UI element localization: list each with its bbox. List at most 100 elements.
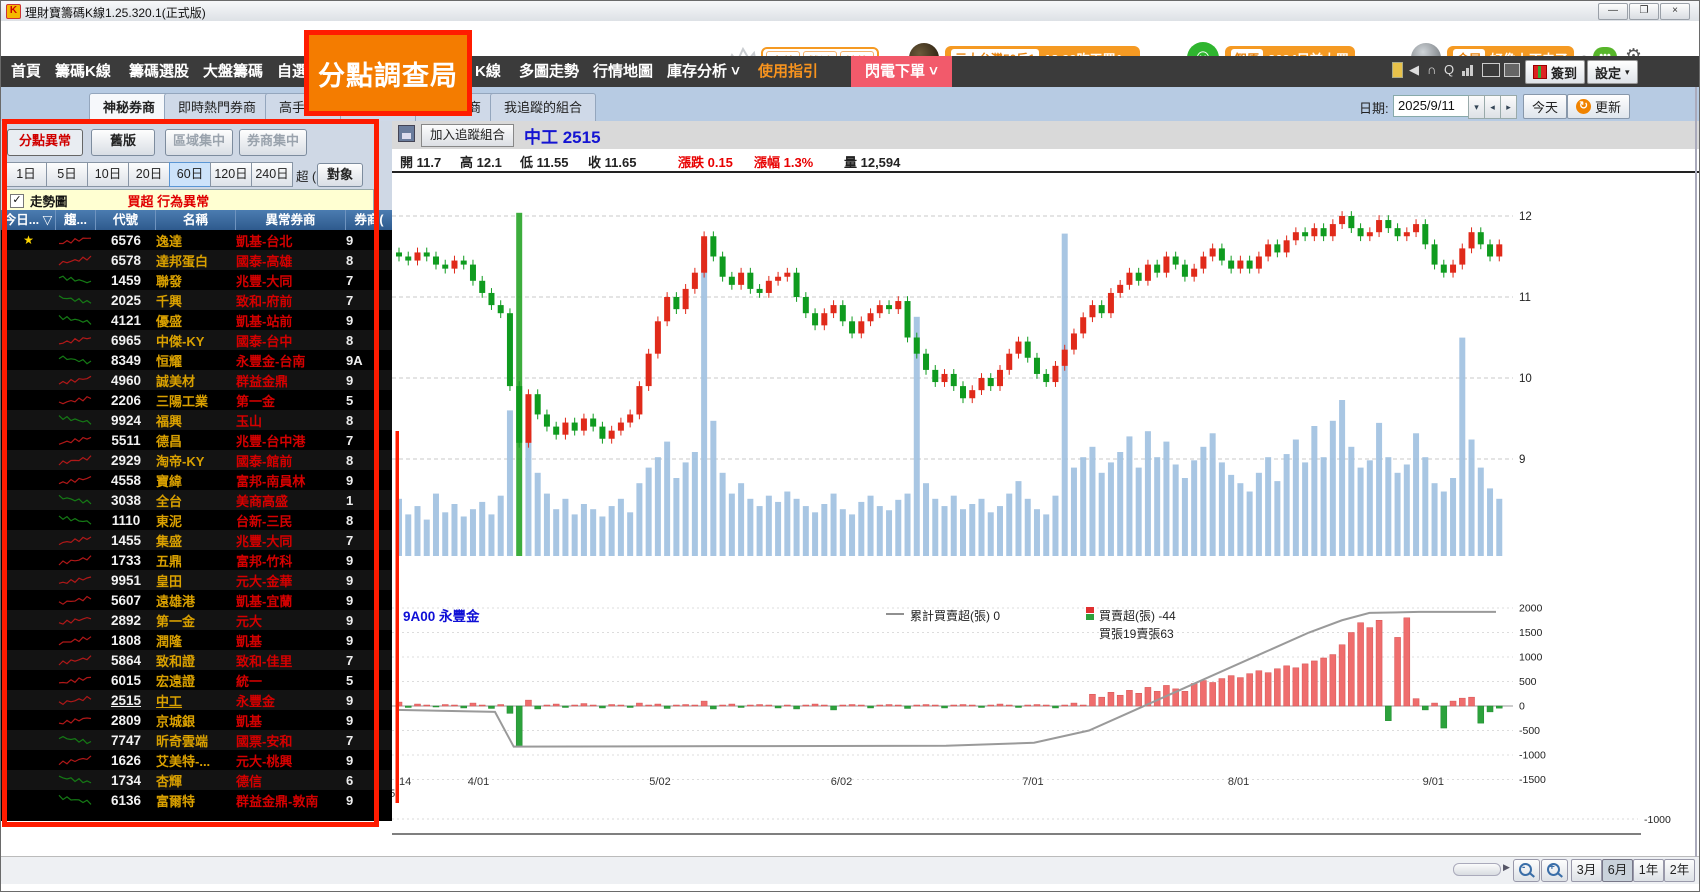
stock-name[interactable]: 三陽工業 bbox=[156, 393, 209, 409]
col-code[interactable]: 代號 bbox=[96, 210, 156, 230]
zoom-in-button[interactable]: + bbox=[1541, 859, 1568, 882]
stock-name[interactable]: 遠雄港 bbox=[156, 593, 196, 609]
table-row[interactable]: 9951 皇田 元大-金華 9 bbox=[1, 570, 392, 590]
restore-button[interactable]: ❐ bbox=[1629, 3, 1659, 20]
bar-chart-icon[interactable] bbox=[1462, 65, 1475, 76]
stock-code[interactable]: 2206 bbox=[110, 392, 142, 408]
anomaly-broker[interactable]: 第一金 bbox=[236, 393, 276, 409]
stock-code[interactable]: 3038 bbox=[110, 492, 142, 508]
stock-code[interactable]: 2515 bbox=[110, 692, 142, 708]
stock-code[interactable]: 1110 bbox=[111, 512, 141, 528]
table-row[interactable]: 6015 宏遠證 統一 5 bbox=[1, 670, 392, 690]
tab-mystery-brokers[interactable]: 神秘券商 bbox=[89, 93, 170, 121]
stock-code[interactable]: 6015 bbox=[110, 672, 142, 688]
date-input[interactable]: 2025/9/11 bbox=[1393, 95, 1473, 117]
col-today[interactable]: 今日... ▽ bbox=[1, 210, 56, 230]
table-row[interactable]: 1733 五鼎 富邦-竹科 9 bbox=[1, 550, 392, 570]
anomaly-broker[interactable]: 凱基-站前 bbox=[236, 313, 293, 329]
menu-inventory-analysis[interactable]: 庫存分析 ˅ bbox=[667, 63, 740, 80]
stock-code[interactable]: 1459 bbox=[110, 272, 142, 288]
table-row[interactable]: 3038 全台 美商高盛 1 bbox=[1, 490, 392, 510]
anomaly-broker[interactable]: 兆豐-台中港 bbox=[236, 433, 306, 449]
col-broker-buy[interactable]: 券商( bbox=[354, 213, 384, 227]
window-icon[interactable] bbox=[1504, 63, 1520, 77]
table-row[interactable]: 1459 聯發 兆豐-大同 7 bbox=[1, 270, 392, 290]
period-1d[interactable]: 1日 bbox=[5, 162, 47, 187]
stock-name[interactable]: 富爾特 bbox=[156, 793, 196, 809]
anomaly-broker[interactable]: 凱基 bbox=[236, 633, 263, 649]
range-6m-button[interactable]: 6月 bbox=[1602, 859, 1633, 882]
stock-name[interactable]: 逸達 bbox=[156, 233, 183, 249]
close-button[interactable]: × bbox=[1660, 3, 1690, 20]
anomaly-broker[interactable]: 致和-佳里 bbox=[236, 653, 293, 669]
today-button[interactable]: 今天 bbox=[1523, 94, 1568, 119]
anomaly-broker[interactable]: 國泰-館前 bbox=[236, 453, 293, 469]
stock-code[interactable]: 1455 bbox=[110, 532, 142, 548]
stock-name[interactable]: 淘帝-KY bbox=[156, 453, 205, 469]
period-5d[interactable]: 5日 bbox=[46, 162, 88, 187]
stock-code[interactable]: 8349 bbox=[110, 352, 142, 368]
table-row[interactable]: 2025 千興 致和-府前 7 bbox=[1, 290, 392, 310]
table-row[interactable]: 1808 潤隆 凱基 9 bbox=[1, 630, 392, 650]
chat-icon[interactable]: Q bbox=[1444, 62, 1455, 77]
range-2y-button[interactable]: 2年 bbox=[1664, 859, 1695, 882]
table-row[interactable]: 1110 東泥 台新-三民 8 bbox=[1, 510, 392, 530]
stock-name[interactable]: 潤隆 bbox=[156, 633, 183, 649]
anomaly-broker[interactable]: 國泰-高雄 bbox=[236, 253, 293, 269]
stock-name[interactable]: 優盛 bbox=[156, 313, 183, 329]
stock-code[interactable]: 2025 bbox=[110, 292, 142, 308]
period-20d[interactable]: 20日 bbox=[128, 162, 170, 187]
menu-market-chips[interactable]: 大盤籌碼 bbox=[203, 63, 264, 80]
view-legacy-button[interactable]: 舊版 bbox=[91, 129, 155, 156]
table-row[interactable]: 5511 德昌 兆豐-台中港 7 bbox=[1, 430, 392, 450]
stock-code[interactable]: 1734 bbox=[110, 772, 142, 788]
table-row[interactable]: 4558 寶緯 富邦-南員林 9 bbox=[1, 470, 392, 490]
period-60d[interactable]: 60日 bbox=[169, 162, 211, 187]
stock-code[interactable]: 7747 bbox=[110, 732, 142, 748]
refresh-button[interactable]: ↻ 更新 bbox=[1567, 94, 1631, 119]
stock-code[interactable]: 6965 bbox=[110, 332, 142, 348]
anomaly-broker[interactable]: 群益金鼎-敦南 bbox=[236, 793, 319, 809]
anomaly-broker[interactable]: 致和-府前 bbox=[236, 293, 293, 309]
menu-market-map[interactable]: 行情地圖 bbox=[593, 63, 654, 80]
minimize-button[interactable]: — bbox=[1598, 3, 1628, 20]
table-row[interactable]: 1734 杏輝 德信 6 bbox=[1, 770, 392, 790]
menu-home[interactable]: 首頁 bbox=[11, 63, 42, 80]
anomaly-broker[interactable]: 富邦-竹科 bbox=[236, 553, 293, 569]
menu-chip-screener[interactable]: 籌碼選股 bbox=[129, 63, 190, 80]
anomaly-broker[interactable]: 兆豐-大同 bbox=[236, 273, 293, 289]
anomaly-broker[interactable]: 永豐金-台南 bbox=[236, 353, 306, 369]
stock-code[interactable]: 6136 bbox=[110, 792, 142, 808]
col-name[interactable]: 名稱 bbox=[156, 210, 236, 230]
broker-pane-title[interactable]: 9A00 永豐金 bbox=[403, 609, 480, 624]
anomaly-broker[interactable]: 元大 bbox=[236, 613, 263, 629]
trend-chart-checkbox[interactable]: ✓ bbox=[10, 193, 24, 208]
target-button[interactable]: 對象 bbox=[317, 163, 363, 187]
stock-code[interactable]: 6578 bbox=[110, 252, 142, 268]
add-to-tracking-button[interactable]: 加入追蹤組合 bbox=[421, 124, 515, 147]
view-branch-anomaly-button[interactable]: 分點異常 bbox=[7, 129, 83, 156]
table-row[interactable]: 5864 致和證 致和-佳里 7 bbox=[1, 650, 392, 670]
anomaly-broker[interactable]: 凱基-宜蘭 bbox=[236, 593, 293, 609]
stock-name[interactable]: 集盛 bbox=[156, 533, 183, 549]
phone-icon[interactable] bbox=[1392, 62, 1403, 78]
table-row[interactable]: 1626 艾美特-... 元大-桃興 9 bbox=[1, 750, 392, 770]
table-row[interactable]: 2515 中工 永豐金 9 bbox=[1, 690, 392, 710]
stock-name[interactable]: 艾美特-... bbox=[156, 753, 211, 769]
anomaly-broker[interactable]: 永豐金 bbox=[236, 693, 276, 709]
table-row[interactable]: 2892 第一金 元大 9 bbox=[1, 610, 392, 630]
zoom-out-button[interactable]: - bbox=[1513, 859, 1540, 882]
anomaly-broker[interactable]: 富邦-南員林 bbox=[236, 473, 306, 489]
stock-name[interactable]: 中工 bbox=[156, 693, 183, 709]
star-cell[interactable]: ★ bbox=[23, 233, 34, 247]
stock-name[interactable]: 誠美材 bbox=[156, 373, 196, 389]
stock-code[interactable]: 6576 bbox=[110, 232, 142, 248]
speaker-icon[interactable]: ◀ bbox=[1409, 62, 1419, 77]
stock-name[interactable]: 京城銀 bbox=[156, 713, 196, 729]
settings-button[interactable]: 設定 ▾ bbox=[1587, 60, 1638, 84]
monitor-icon[interactable] bbox=[1482, 63, 1500, 77]
anomaly-broker[interactable]: 統一 bbox=[236, 673, 263, 689]
date-prev-arrow[interactable]: ◂ bbox=[1484, 95, 1501, 119]
col-anomaly-broker[interactable]: 異常券商 bbox=[236, 210, 346, 230]
anomaly-broker[interactable]: 凱基-台北 bbox=[236, 233, 293, 249]
